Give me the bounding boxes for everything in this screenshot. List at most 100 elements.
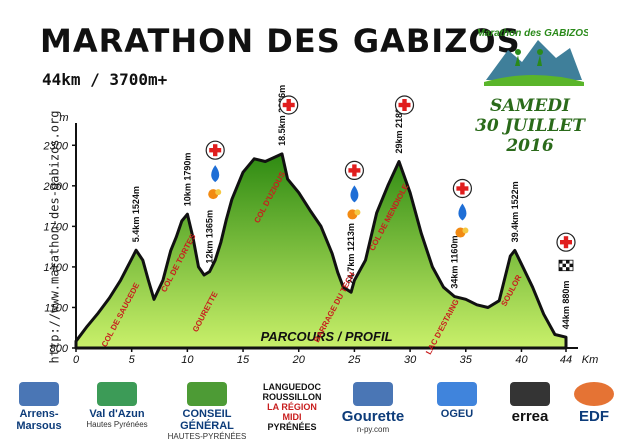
finish-flag-square — [559, 267, 563, 271]
x-tick-label: 25 — [347, 354, 361, 366]
water-drop-icon — [211, 165, 220, 183]
point-label: 39.4km 1522m — [510, 181, 520, 242]
first-aid-icon-bar — [282, 102, 295, 108]
page-title: MARATHON DES GABIZOS — [40, 22, 521, 60]
sponsor-name: Val d'Azun — [89, 408, 145, 420]
sponsor-logo-ogeu: OGEU — [422, 382, 492, 440]
sponsor-strip: Arrens-Marsous Val d'Azun Hautes Pyrénées C… — [0, 378, 630, 444]
elevation-area — [74, 152, 568, 350]
x-tick-label: 30 — [404, 354, 417, 366]
date-line-1: SAMEDI — [490, 96, 570, 116]
x-tick-label: 15 — [237, 354, 250, 366]
finish-flag-icon — [558, 259, 574, 272]
y-tick-label: 1100 — [44, 302, 69, 314]
race-stats: 44km / 3700m+ — [42, 70, 168, 89]
sponsor-subtitle: n-py.com — [356, 425, 390, 434]
sponsor-name: Arrens-Marsous — [16, 408, 62, 432]
finish-flag-square — [569, 267, 573, 271]
point-label: 18.5km 2236m — [277, 85, 287, 146]
finish-flag-square — [569, 263, 573, 268]
x-tick-label: 35 — [460, 354, 473, 366]
y-tick-label: 2000 — [43, 181, 69, 193]
sponsor-name: CONSEIL GÉNÉRAL — [180, 408, 234, 432]
sponsor-logo-gourette: Gourette n-py.com — [332, 382, 414, 440]
first-aid-icon-bar — [456, 186, 469, 191]
date-line-3: 2016 — [506, 136, 554, 156]
event-logo: Marathon des GABIZOS — [476, 22, 590, 88]
sponsor-subtitle: Hautes Pyrénées — [86, 420, 148, 429]
point-label: 44km 880m — [561, 281, 571, 330]
first-aid-icon-bar — [560, 240, 572, 245]
x-axis-label: Km — [582, 354, 599, 366]
y-tick-label: 2300 — [43, 140, 69, 152]
sponsor-logo-errea: errea — [500, 382, 560, 440]
sponsor-emblem-icon — [574, 382, 614, 406]
fruit-icon-slice — [354, 209, 361, 216]
x-tick-label: 40 — [515, 354, 528, 366]
sponsor-name: errea — [511, 408, 549, 425]
y-tick-label: 800 — [50, 343, 69, 355]
finish-flag-square — [559, 263, 563, 268]
point-label: 10km 1790m — [182, 153, 192, 207]
point-label: 34km 1160m — [450, 236, 460, 289]
finish-flag-square — [562, 263, 566, 268]
sponsor-name: Gourette — [341, 408, 405, 425]
finish-flag-square — [566, 263, 570, 268]
y-tick-label: 1400 — [44, 262, 69, 274]
first-aid-icon-bar — [398, 102, 411, 108]
first-aid-icon — [205, 140, 225, 160]
y-tick-label: 1700 — [44, 221, 69, 233]
sponsor-emblem-icon — [353, 382, 393, 406]
sponsor-logo-conseil-general: CONSEIL GÉNÉRAL HAUTES-PYRÉNÉES — [162, 382, 252, 441]
sponsor-emblem-icon — [97, 382, 137, 406]
water-drop-icon — [458, 203, 467, 221]
sponsor-emblem-icon — [19, 382, 59, 406]
fruit-icon-slice — [215, 189, 222, 196]
sponsor-subtitle: HAUTES-PYRÉNÉES — [167, 432, 247, 441]
sponsor-text-line: ROUSSILLON — [262, 392, 322, 402]
logo-text: Marathon des GABIZOS — [478, 28, 588, 39]
first-aid-icon-bar — [209, 148, 222, 153]
finish-flag-square — [559, 260, 563, 264]
finish-flag-square — [566, 267, 570, 271]
date-line-2: 30 JUILLET — [475, 116, 585, 136]
sponsor-logo-arens-marsous: Arrens-Marsous — [6, 382, 72, 440]
finish-flag-square — [566, 260, 570, 264]
first-aid-icon — [452, 178, 472, 199]
sponsor-text-line: PYRÉNÉES — [267, 422, 317, 432]
finish-flag-square — [562, 267, 566, 271]
finish-flag-square — [562, 260, 566, 264]
fruit-icon-slice — [462, 227, 469, 234]
sponsor-text-line: LA RÉGION MIDI — [267, 402, 317, 422]
sponsor-name: EDF — [579, 408, 609, 425]
point-label: 29km 2180m — [394, 100, 404, 154]
finish-flag-border — [558, 259, 574, 272]
sponsor-logo-languedoc: LANGUEDOC ROUSSILLON LA RÉGION MIDI PYRÉNÉE… — [260, 382, 324, 440]
sponsor-text-line: LANGUEDOC — [263, 382, 321, 392]
point-label: 5.4km 1524m — [131, 186, 141, 242]
x-tick-label: 20 — [292, 354, 306, 366]
sponsor-name: OGEU — [440, 408, 474, 420]
first-aid-icon — [394, 95, 415, 115]
water-drop-icon — [350, 185, 359, 203]
y-axis-label: m — [59, 112, 68, 124]
sponsor-logo-val-dazun: Val d'Azun Hautes Pyrénées — [80, 382, 154, 440]
sponsor-emblem-icon — [187, 382, 227, 406]
first-aid-icon — [279, 95, 299, 115]
logo-graphic: Marathon des GABIZOS — [476, 28, 590, 86]
point-label: 12km 1365m — [205, 210, 215, 264]
finish-flag-square — [569, 260, 573, 264]
first-aid-icon-bar — [348, 168, 361, 173]
x-tick-label: 10 — [181, 354, 194, 366]
sponsor-logo-edf: EDF — [568, 382, 620, 440]
point-label: 24.7km 1213m — [346, 223, 356, 284]
sponsor-emblem-icon — [437, 382, 477, 406]
chart-center-label: PARCOURS / PROFIL — [261, 329, 393, 344]
first-aid-icon — [344, 160, 364, 180]
x-tick-label: 44 — [560, 354, 572, 366]
first-aid-icon — [556, 232, 576, 252]
x-tick-label: 5 — [129, 354, 136, 366]
x-tick-label: 0 — [73, 354, 80, 366]
sponsor-emblem-icon — [510, 382, 550, 406]
